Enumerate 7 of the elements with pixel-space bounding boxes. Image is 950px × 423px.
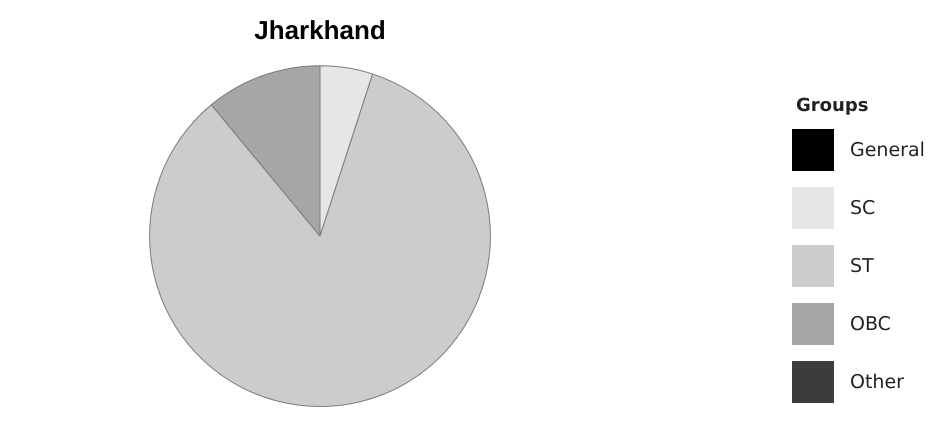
legend-title: Groups	[796, 95, 870, 117]
legend-label: OBC	[850, 313, 891, 335]
legend-label: SC	[850, 197, 876, 219]
legend-label: General	[850, 139, 925, 161]
legend-label: ST	[850, 255, 874, 277]
legend-label: Other	[850, 371, 904, 393]
chart-title: Jharkhand	[254, 14, 386, 45]
